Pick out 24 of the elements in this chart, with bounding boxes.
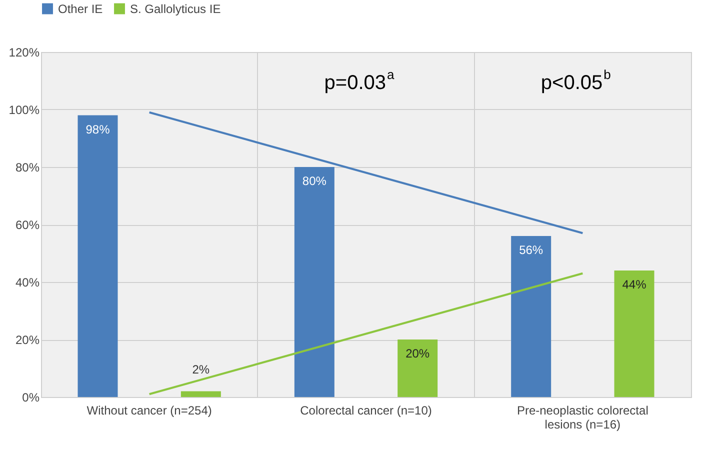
y-tick-label: 0% <box>22 390 40 404</box>
bar <box>398 340 438 397</box>
y-tick-label: 20% <box>15 333 40 347</box>
y-tick-label: 80% <box>15 160 40 174</box>
data-label: 98% <box>86 122 110 136</box>
data-label: 2% <box>192 362 210 376</box>
x-tick-label: Colorectal cancer (n=10) <box>300 404 432 418</box>
bar <box>614 270 654 397</box>
y-tick-label: 60% <box>15 218 40 232</box>
data-label: 80% <box>302 174 327 188</box>
data-label: 20% <box>406 346 430 360</box>
bar <box>294 167 334 397</box>
legend-label: Other IE <box>58 2 103 16</box>
x-tick-label: Without cancer (n=254) <box>86 404 212 418</box>
bar <box>180 391 221 397</box>
bar <box>78 115 118 397</box>
bar <box>511 236 552 397</box>
data-label: 56% <box>519 243 544 257</box>
y-tick-label: 100% <box>8 103 40 117</box>
data-label: 44% <box>622 278 647 292</box>
y-tick-label: 40% <box>15 276 40 290</box>
x-tick-label: Pre-neoplastic colorectal lesions (n=16) <box>516 404 648 432</box>
y-tick-label: 120% <box>8 46 40 60</box>
legend-label: S. Gallolyticus IE <box>130 2 221 16</box>
